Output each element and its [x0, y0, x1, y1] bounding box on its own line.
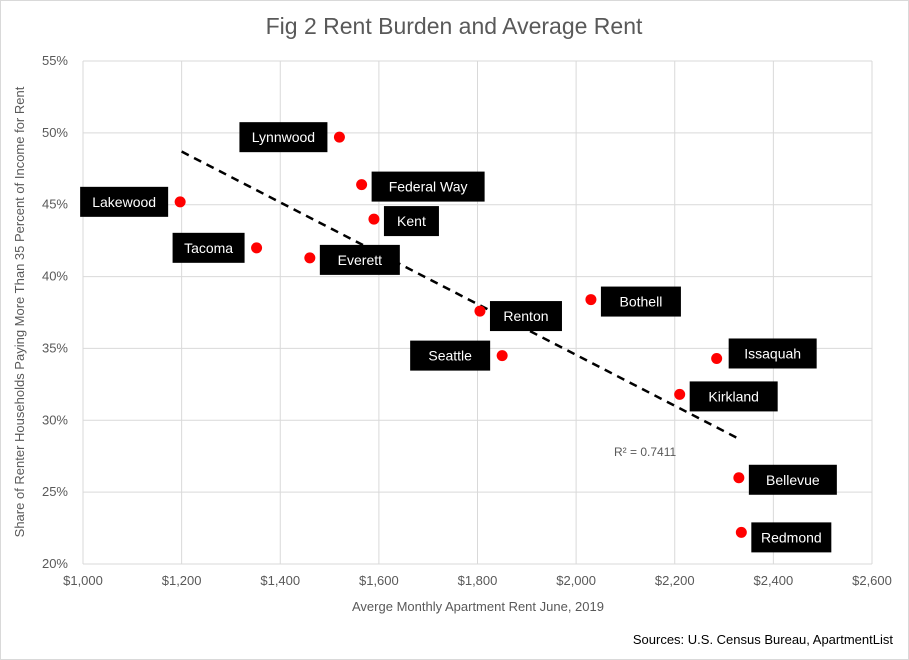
point-label-box — [383, 206, 439, 237]
point-label-text: Tacoma — [184, 240, 233, 256]
point-label-box — [239, 122, 328, 153]
point-label: Bellevue — [748, 464, 837, 495]
point-label: Lynnwood — [239, 122, 328, 153]
point-label-box — [748, 464, 837, 495]
point-label: Everett — [319, 244, 400, 275]
data-point — [356, 179, 368, 191]
r-squared-label: R² = 0.7411 — [614, 445, 676, 459]
point-label-text: Redmond — [761, 529, 822, 545]
y-tick-label: 30% — [42, 412, 68, 427]
x-tick-label: $2,400 — [753, 573, 793, 588]
x-tick-label: $2,000 — [556, 573, 596, 588]
data-point — [585, 294, 597, 306]
point-label-text: Lakewood — [92, 194, 156, 210]
point-label: Bothell — [600, 286, 681, 317]
x-tick-label: $2,600 — [852, 573, 892, 588]
point-label-box — [728, 338, 817, 369]
y-axis-label: Share of Renter Households Paying More T… — [12, 86, 27, 537]
y-tick-label: 45% — [42, 197, 68, 212]
point-label-text: Kent — [397, 213, 426, 229]
chart-title: Fig 2 Rent Burden and Average Rent — [266, 13, 643, 39]
point-labels: Lynnwood Federal Way Lakewood Kent Tacoma Eve… — [80, 122, 837, 553]
point-label-box — [319, 244, 400, 275]
point-label: Lakewood — [80, 186, 169, 217]
point-label-text: Bellevue — [766, 472, 820, 488]
point-label-text: Kirkland — [708, 388, 759, 404]
source-note: Sources: U.S. Census Bureau, ApartmentLi… — [633, 632, 894, 647]
point-label: Tacoma — [172, 232, 245, 263]
tick-labels: $1,000 $1,200 $1,400 $1,600 $1,800 $2,000 $2,2… — [42, 53, 892, 588]
point-label-text: Renton — [503, 308, 548, 324]
y-tick-label: 35% — [42, 340, 68, 355]
point-label-box — [489, 301, 562, 332]
point-label-text: Issaquah — [744, 345, 801, 361]
x-tick-label: $1,600 — [359, 573, 399, 588]
point-label: Renton — [489, 301, 562, 332]
data-point — [474, 305, 486, 317]
y-tick-label: 20% — [42, 556, 68, 571]
y-tick-label: 55% — [42, 53, 68, 68]
point-label: Kirkland — [689, 381, 778, 412]
data-points — [174, 131, 747, 538]
y-tick-label: 25% — [42, 484, 68, 499]
data-point — [711, 352, 723, 364]
point-label-text: Everett — [338, 252, 382, 268]
point-label: Redmond — [751, 522, 832, 553]
x-axis-label: Averge Monthly Apartment Rent June, 2019 — [352, 599, 604, 614]
point-label: Federal Way — [371, 171, 485, 202]
y-tick-label: 40% — [42, 269, 68, 284]
point-label-box — [172, 232, 245, 263]
point-label: Seattle — [410, 340, 491, 371]
point-label-box — [751, 522, 832, 553]
point-label-text: Federal Way — [389, 179, 468, 195]
point-label: Kent — [383, 206, 439, 237]
point-label-box — [371, 171, 485, 202]
point-label-text: Lynnwood — [252, 129, 315, 145]
data-point — [251, 242, 263, 254]
data-point — [304, 252, 316, 264]
data-point — [368, 213, 380, 225]
data-point — [496, 350, 508, 362]
point-label-text: Bothell — [620, 294, 663, 310]
data-point — [733, 472, 745, 484]
x-tick-label: $1,400 — [260, 573, 300, 588]
point-label-box — [689, 381, 778, 412]
point-label-box — [600, 286, 681, 317]
x-tick-label: $1,000 — [63, 573, 103, 588]
trendline — [181, 150, 737, 439]
data-point — [333, 131, 345, 143]
point-label-box — [80, 186, 169, 217]
x-tick-label: $1,800 — [458, 573, 498, 588]
data-point — [674, 388, 686, 400]
x-tick-label: $2,200 — [655, 573, 695, 588]
data-point — [735, 526, 747, 538]
trendline-group: R² = 0.7411 — [181, 150, 737, 459]
point-label-box — [410, 340, 491, 371]
data-point — [174, 196, 186, 208]
x-tick-label: $1,200 — [162, 573, 202, 588]
point-label: Issaquah — [728, 338, 817, 369]
point-label-text: Seattle — [428, 348, 472, 364]
y-tick-label: 50% — [42, 125, 68, 140]
